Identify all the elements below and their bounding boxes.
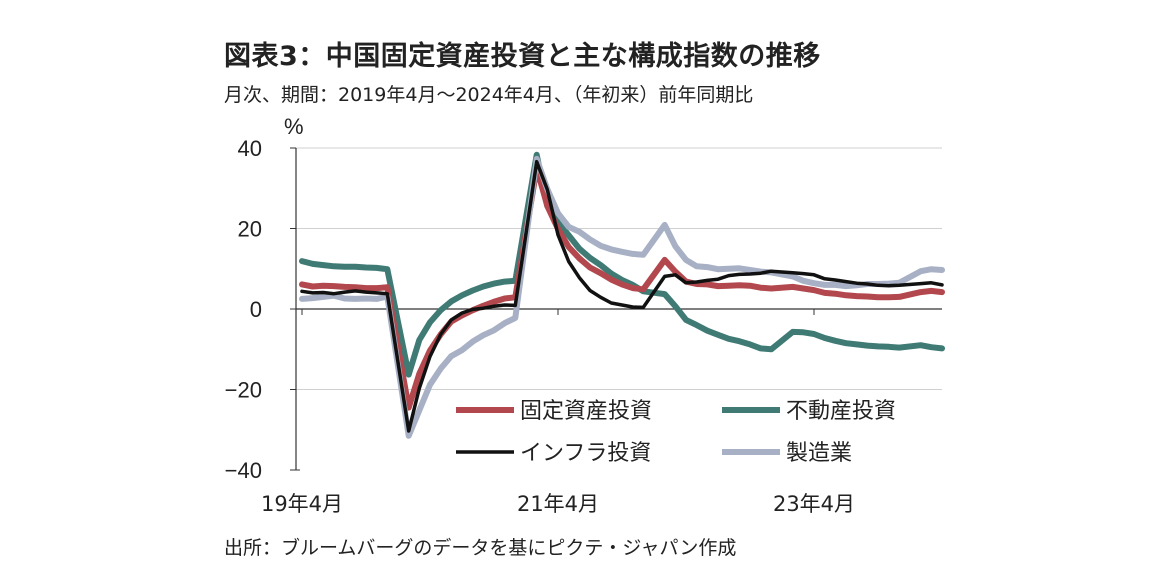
y-tick-label: 20 [238, 217, 262, 242]
chart-subtitle: 月次、期間：2019年4月～2024年4月、（年初来）前年同期比 [224, 84, 754, 106]
x-tick-label: 19年4月 [261, 492, 343, 516]
y-tick-label: 40 [238, 136, 262, 161]
y-tick-label: 0 [250, 297, 262, 322]
y-tick-label: −20 [225, 378, 262, 403]
legend-label: 不動産投資 [786, 399, 896, 424]
legend-label: 製造業 [786, 441, 852, 466]
y-tick-label: −40 [225, 458, 262, 483]
series-line-2 [299, 151, 945, 378]
series-line-1 [299, 165, 945, 411]
y-axis-label: % [284, 114, 304, 139]
chart-title: 図表3：中国固定資産投資と主な構成指数の推移 [224, 41, 821, 72]
x-tick-label: 21年4月 [517, 492, 599, 516]
legend-label: 固定資産投資 [520, 399, 652, 424]
series-line-3 [300, 159, 944, 433]
series-line-4 [299, 155, 945, 439]
x-tick-label: 23年4月 [773, 492, 855, 516]
legend-label: インフラ投資 [520, 441, 651, 466]
chart-source: 出所：ブルームバーグのデータを基にピクテ・ジャパン作成 [224, 537, 737, 559]
